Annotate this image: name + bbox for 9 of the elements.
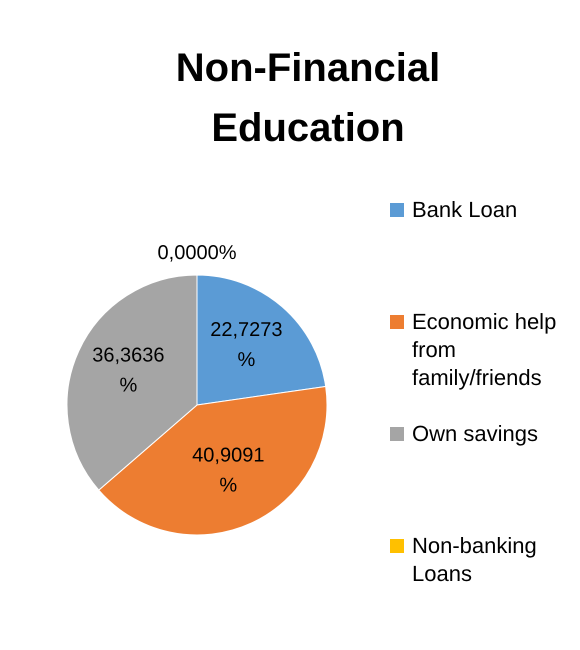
legend-label: Non-banking Loans bbox=[412, 532, 538, 588]
chart-title: Non-Financial Education bbox=[174, 45, 442, 152]
data-label: 22,7273% bbox=[210, 319, 283, 372]
text: 0,0000% bbox=[158, 242, 236, 264]
legend-label: Bank Loan bbox=[412, 196, 518, 224]
data-label: 40,9091% bbox=[192, 444, 264, 497]
data-label: 36,3636% bbox=[92, 344, 165, 397]
legend-label: Economic help from family/friends bbox=[412, 308, 558, 392]
legend-label: Own savings bbox=[412, 420, 538, 448]
